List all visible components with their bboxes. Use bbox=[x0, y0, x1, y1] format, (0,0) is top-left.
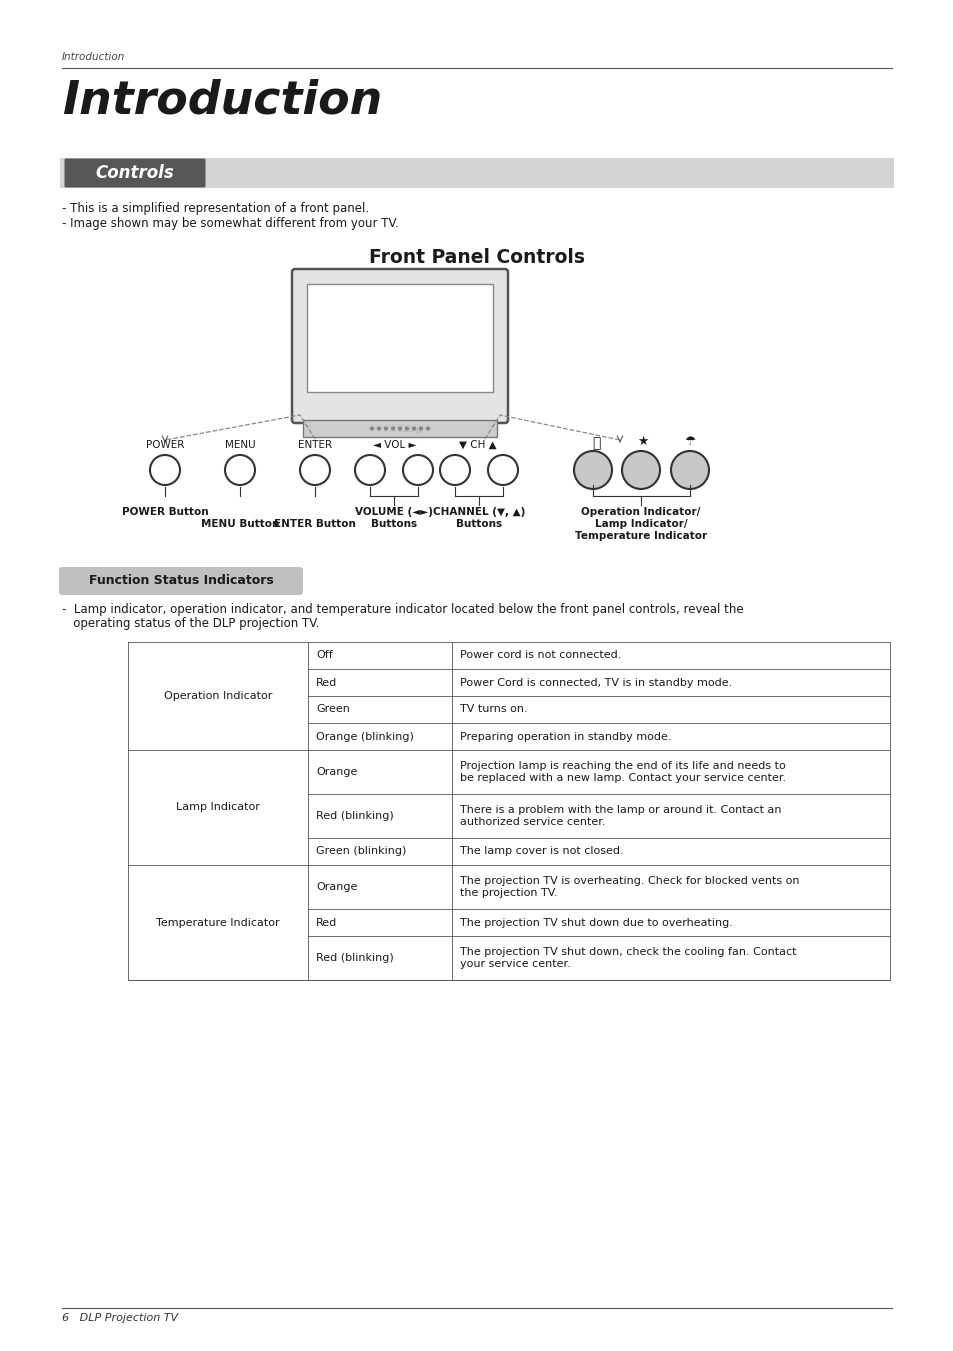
Text: The projection TV shut down, check the cooling fan. Contact
your service center.: The projection TV shut down, check the c… bbox=[459, 947, 796, 969]
Text: Power Cord is connected, TV is in standby mode.: Power Cord is connected, TV is in standb… bbox=[459, 677, 732, 688]
Text: - This is a simplified representation of a front panel.: - This is a simplified representation of… bbox=[62, 203, 369, 215]
Circle shape bbox=[621, 451, 659, 489]
Circle shape bbox=[419, 427, 422, 430]
FancyBboxPatch shape bbox=[65, 158, 205, 188]
Text: Off: Off bbox=[315, 650, 333, 661]
Text: Temperature Indicator: Temperature Indicator bbox=[575, 531, 706, 540]
Text: Red: Red bbox=[315, 677, 337, 688]
Text: POWER Button: POWER Button bbox=[122, 507, 208, 517]
FancyBboxPatch shape bbox=[59, 567, 303, 594]
Text: Introduction: Introduction bbox=[62, 78, 382, 123]
Circle shape bbox=[398, 427, 401, 430]
Text: MENU: MENU bbox=[225, 440, 255, 450]
Text: Red (blinking): Red (blinking) bbox=[315, 811, 394, 821]
Circle shape bbox=[384, 427, 387, 430]
Circle shape bbox=[391, 427, 395, 430]
Bar bbox=[60, 158, 893, 188]
Bar bbox=[303, 420, 497, 436]
Circle shape bbox=[405, 427, 408, 430]
Text: ⏻: ⏻ bbox=[591, 436, 599, 450]
Circle shape bbox=[426, 427, 429, 430]
Text: ★: ★ bbox=[637, 435, 648, 449]
Text: MENU Button: MENU Button bbox=[200, 519, 279, 530]
Text: 6   DLP Projection TV: 6 DLP Projection TV bbox=[62, 1313, 178, 1323]
Text: Lamp Indicator: Lamp Indicator bbox=[176, 802, 259, 812]
Text: POWER: POWER bbox=[146, 440, 184, 450]
Text: Orange (blinking): Orange (blinking) bbox=[315, 731, 414, 742]
Text: The projection TV shut down due to overheating.: The projection TV shut down due to overh… bbox=[459, 917, 732, 928]
Text: Buttons: Buttons bbox=[371, 519, 416, 530]
Text: There is a problem with the lamp or around it. Contact an
authorized service cen: There is a problem with the lamp or arou… bbox=[459, 805, 781, 827]
Text: Temperature Indicator: Temperature Indicator bbox=[156, 917, 279, 928]
Text: - Image shown may be somewhat different from your TV.: - Image shown may be somewhat different … bbox=[62, 218, 398, 230]
Circle shape bbox=[670, 451, 708, 489]
Text: Front Panel Controls: Front Panel Controls bbox=[369, 249, 584, 267]
Text: Projection lamp is reaching the end of its life and needs to
be replaced with a : Projection lamp is reaching the end of i… bbox=[459, 761, 785, 782]
Bar bbox=[307, 284, 493, 392]
Text: ENTER Button: ENTER Button bbox=[274, 519, 355, 530]
Text: Lamp Indicator/: Lamp Indicator/ bbox=[594, 519, 686, 530]
Text: Orange: Orange bbox=[315, 767, 357, 777]
Text: Red (blinking): Red (blinking) bbox=[315, 952, 394, 963]
Text: Green (blinking): Green (blinking) bbox=[315, 847, 406, 857]
Text: The projection TV is overheating. Check for blocked vents on
the projection TV.: The projection TV is overheating. Check … bbox=[459, 877, 799, 898]
Text: Red: Red bbox=[315, 917, 337, 928]
Text: Function Status Indicators: Function Status Indicators bbox=[89, 574, 274, 588]
Text: Operation Indicator/: Operation Indicator/ bbox=[580, 507, 700, 517]
Text: Orange: Orange bbox=[315, 882, 357, 892]
Text: ☂: ☂ bbox=[683, 435, 695, 449]
FancyBboxPatch shape bbox=[292, 269, 507, 423]
Text: Introduction: Introduction bbox=[62, 51, 125, 62]
Text: Power cord is not connected.: Power cord is not connected. bbox=[459, 650, 620, 661]
Text: TV turns on.: TV turns on. bbox=[459, 704, 527, 715]
Text: Green: Green bbox=[315, 704, 350, 715]
Circle shape bbox=[377, 427, 380, 430]
Text: -  Lamp indicator, operation indicator, and temperature indicator located below : - Lamp indicator, operation indicator, a… bbox=[62, 603, 742, 616]
Text: Operation Indicator: Operation Indicator bbox=[164, 690, 272, 701]
Circle shape bbox=[574, 451, 612, 489]
Text: ........  []: ........ [] bbox=[398, 427, 420, 432]
Text: The lamp cover is not closed.: The lamp cover is not closed. bbox=[459, 847, 623, 857]
Text: ▼ CH ▲: ▼ CH ▲ bbox=[458, 440, 497, 450]
Text: Buttons: Buttons bbox=[456, 519, 501, 530]
Text: Preparing operation in standby mode.: Preparing operation in standby mode. bbox=[459, 731, 671, 742]
Text: operating status of the DLP projection TV.: operating status of the DLP projection T… bbox=[62, 617, 319, 630]
Circle shape bbox=[412, 427, 416, 430]
Text: Controls: Controls bbox=[95, 163, 174, 182]
Text: ENTER: ENTER bbox=[297, 440, 332, 450]
Text: ◄ VOL ►: ◄ VOL ► bbox=[373, 440, 416, 450]
Text: VOLUME (◄►): VOLUME (◄►) bbox=[355, 507, 433, 517]
Text: CHANNEL (▼, ▲): CHANNEL (▼, ▲) bbox=[433, 507, 525, 517]
Circle shape bbox=[370, 427, 374, 430]
